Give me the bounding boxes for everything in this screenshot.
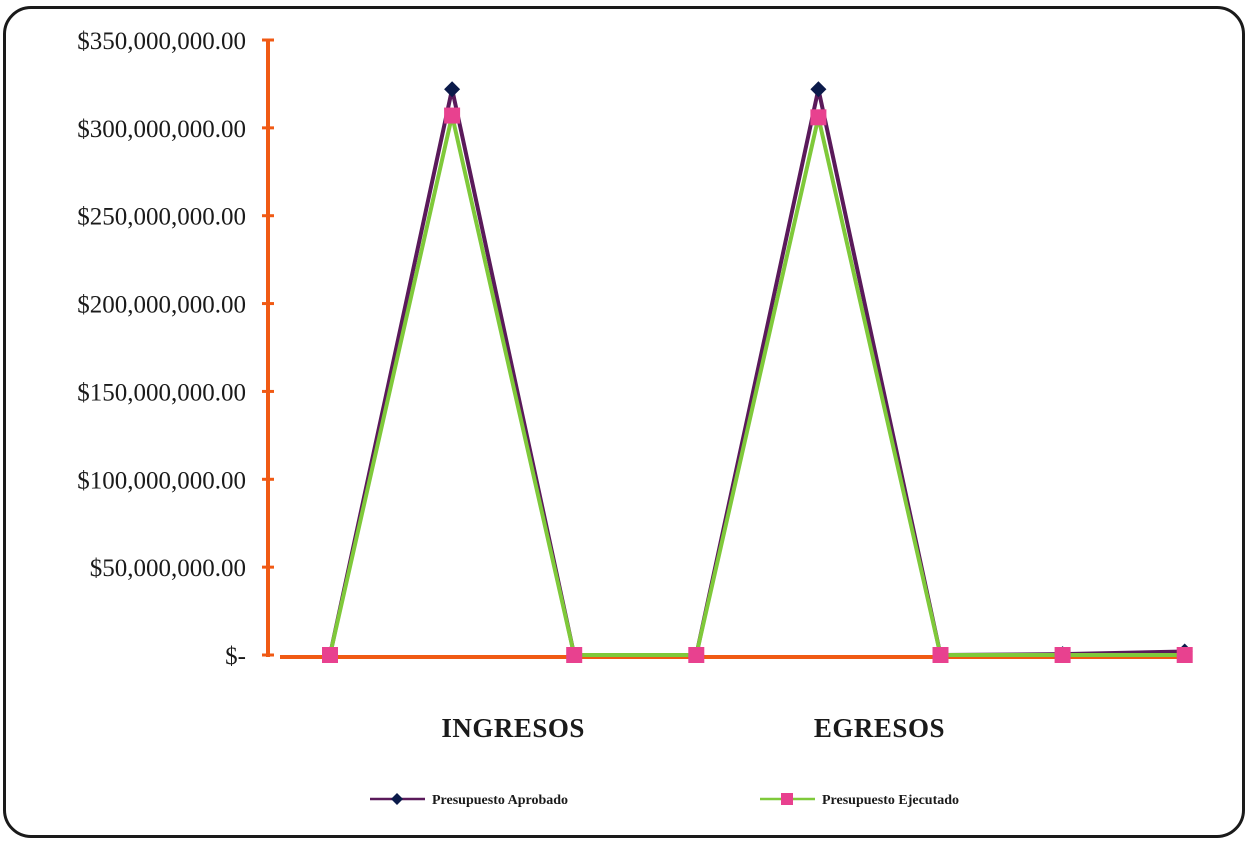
point-ejecutado: [444, 107, 461, 124]
y-tick-label: $50,000,000.00: [90, 555, 246, 582]
chart-axes: [266, 40, 1186, 659]
y-tick-label: $300,000,000.00: [77, 116, 246, 143]
legend-marker-square: [781, 793, 793, 805]
y-tick-label: $100,000,000.00: [77, 467, 246, 494]
y-tick-label: $200,000,000.00: [77, 292, 246, 319]
point-ejecutado: [810, 109, 827, 126]
y-axis-ticks: $350,000,000.00 $300,000,000.00 $250,000,0…: [77, 28, 274, 670]
series-markers: [322, 81, 1193, 663]
legend-label-1: Presupuesto Aprobado: [432, 793, 568, 808]
point-aprobado: [810, 81, 827, 98]
y-tick-label: $-: [225, 643, 246, 670]
category-label: INGRESOS: [441, 713, 585, 743]
category-labels: INGRESOS EGRESOS: [441, 713, 945, 743]
point-ejecutado: [1176, 647, 1193, 663]
point-ejecutado: [688, 647, 705, 663]
point-ejecutado: [566, 647, 583, 663]
chart-frame: [3, 6, 1245, 838]
point-ejecutado: [932, 647, 949, 663]
point-aprobado: [444, 81, 461, 98]
legend-marker-diamond: [391, 793, 403, 805]
y-tick-label: $150,000,000.00: [77, 379, 246, 406]
legend: Presupuesto Aprobado Presupuesto Ejecutad…: [370, 793, 959, 808]
point-ejecutado: [1054, 647, 1071, 663]
series-line-1: [328, 88, 1185, 658]
series-line-2: [328, 115, 1185, 657]
series-lines: [328, 88, 1185, 658]
y-tick-label: $350,000,000.00: [77, 28, 246, 55]
point-ejecutado: [322, 647, 338, 663]
category-label: EGRESOS: [814, 713, 945, 743]
y-tick-label: $250,000,000.00: [77, 204, 246, 231]
legend-label-2: Presupuesto Ejecutado: [822, 793, 959, 808]
